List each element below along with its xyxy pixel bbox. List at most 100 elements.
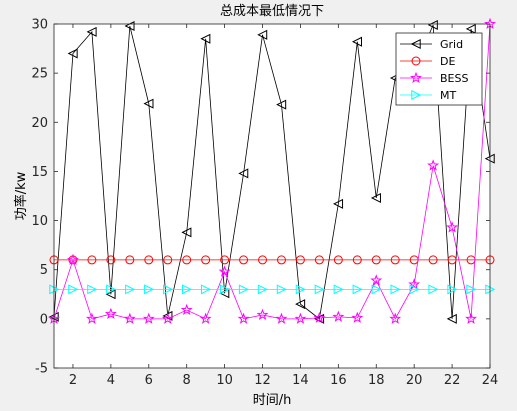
data-point-bess — [389, 312, 402, 324]
data-point-mt — [276, 284, 287, 295]
y-tick-label: 0 — [40, 312, 48, 327]
data-point-mt — [466, 284, 477, 295]
y-tick-label: -5 — [35, 362, 48, 377]
legend-marker-bess — [410, 71, 422, 84]
data-point-bess — [465, 312, 477, 324]
data-point-de — [428, 255, 438, 265]
data-point-grid — [427, 19, 438, 30]
series-bess — [48, 17, 496, 324]
data-point-mt — [219, 284, 230, 295]
data-point-mt — [163, 284, 174, 295]
data-point-de — [220, 255, 230, 265]
data-point-mt — [87, 284, 98, 295]
plot-frame — [53, 23, 491, 369]
data-point-mt — [68, 284, 79, 295]
x-tick-label: 14 — [292, 373, 309, 388]
data-point-de — [295, 255, 305, 265]
x-axis-label: 时间/h — [253, 393, 292, 408]
chart-title: 总成本最低情况下 — [220, 4, 324, 19]
data-point-mt — [144, 284, 155, 295]
y-tick-label: 30 — [31, 18, 48, 33]
data-point-de — [352, 255, 362, 265]
data-point-bess — [408, 278, 421, 290]
y-tick-label: 20 — [31, 116, 48, 131]
data-point-mt — [409, 284, 420, 295]
data-point-de — [276, 255, 286, 265]
data-point-de — [258, 255, 268, 265]
data-point-mt — [106, 284, 117, 295]
data-point-mt — [257, 284, 268, 295]
y-axis-label: 功率/kw — [13, 171, 29, 220]
series-mt — [49, 284, 496, 295]
data-point-bess — [351, 311, 364, 323]
legend-marker-grid — [410, 38, 421, 50]
data-point-de — [371, 255, 381, 265]
data-point-grid — [333, 198, 344, 209]
data-point-grid — [143, 98, 154, 109]
data-point-mt — [333, 284, 344, 295]
data-point-de — [106, 255, 116, 265]
data-point-de — [447, 255, 457, 265]
legend-label-grid: Grid — [440, 38, 463, 51]
data-point-bess — [256, 308, 269, 320]
data-point-bess — [275, 312, 288, 324]
x-tick-label: 20 — [406, 373, 423, 388]
data-point-bess — [67, 253, 79, 265]
data-point-de — [390, 255, 400, 265]
data-point-de — [201, 255, 211, 265]
data-point-grid — [351, 36, 363, 47]
data-point-mt — [200, 284, 211, 295]
data-point-mt — [390, 284, 401, 295]
data-point-de — [125, 255, 135, 265]
x-tick-label: 6 — [145, 373, 153, 388]
data-point-de — [144, 255, 154, 265]
legend-label-bess: BESS — [440, 72, 468, 85]
data-point-bess — [294, 312, 307, 324]
x-tick-label: 12 — [254, 373, 271, 388]
data-point-de — [182, 255, 192, 265]
data-point-mt — [352, 284, 363, 295]
x-tick-label: 8 — [183, 373, 191, 388]
data-point-mt — [447, 284, 458, 295]
data-point-bess — [142, 312, 155, 324]
data-point-grid — [105, 289, 116, 300]
data-point-grid — [86, 26, 97, 37]
data-point-bess — [237, 312, 250, 324]
data-point-grid — [370, 192, 381, 203]
legend-label-mt: MT — [440, 89, 456, 102]
data-point-grid — [295, 299, 306, 310]
data-point-grid — [181, 227, 192, 238]
data-point-grid — [200, 33, 211, 44]
legend-label-de: DE — [440, 55, 455, 68]
x-tick-label: 2 — [69, 373, 77, 388]
data-point-grid — [67, 48, 78, 59]
data-point-grid — [276, 99, 287, 110]
legend: Grid DE BESS MT — [395, 32, 483, 106]
data-point-bess — [370, 274, 383, 286]
data-point-bess — [180, 303, 193, 316]
data-point-bess — [313, 311, 326, 323]
x-tick-label: 22 — [444, 373, 461, 388]
y-tick-label: 10 — [31, 214, 48, 229]
data-point-bess — [104, 307, 117, 320]
data-point-de — [163, 255, 173, 265]
data-point-mt — [295, 284, 306, 295]
data-point-grid — [465, 23, 476, 34]
x-tick-label: 24 — [482, 373, 499, 388]
data-point-bess — [218, 265, 231, 277]
data-point-grid — [446, 313, 457, 324]
data-point-de — [333, 255, 343, 265]
data-point-bess — [85, 312, 98, 324]
x-tick-label: 4 — [107, 373, 115, 388]
series-layer — [48, 17, 496, 324]
data-point-bess — [332, 310, 345, 322]
data-point-bess — [427, 159, 440, 171]
data-point-mt — [181, 284, 193, 295]
data-point-mt — [125, 284, 136, 295]
data-point-mt — [314, 284, 325, 295]
data-point-mt — [238, 284, 249, 295]
x-tick-label: 18 — [368, 373, 385, 388]
y-tick-label: 25 — [31, 67, 48, 82]
